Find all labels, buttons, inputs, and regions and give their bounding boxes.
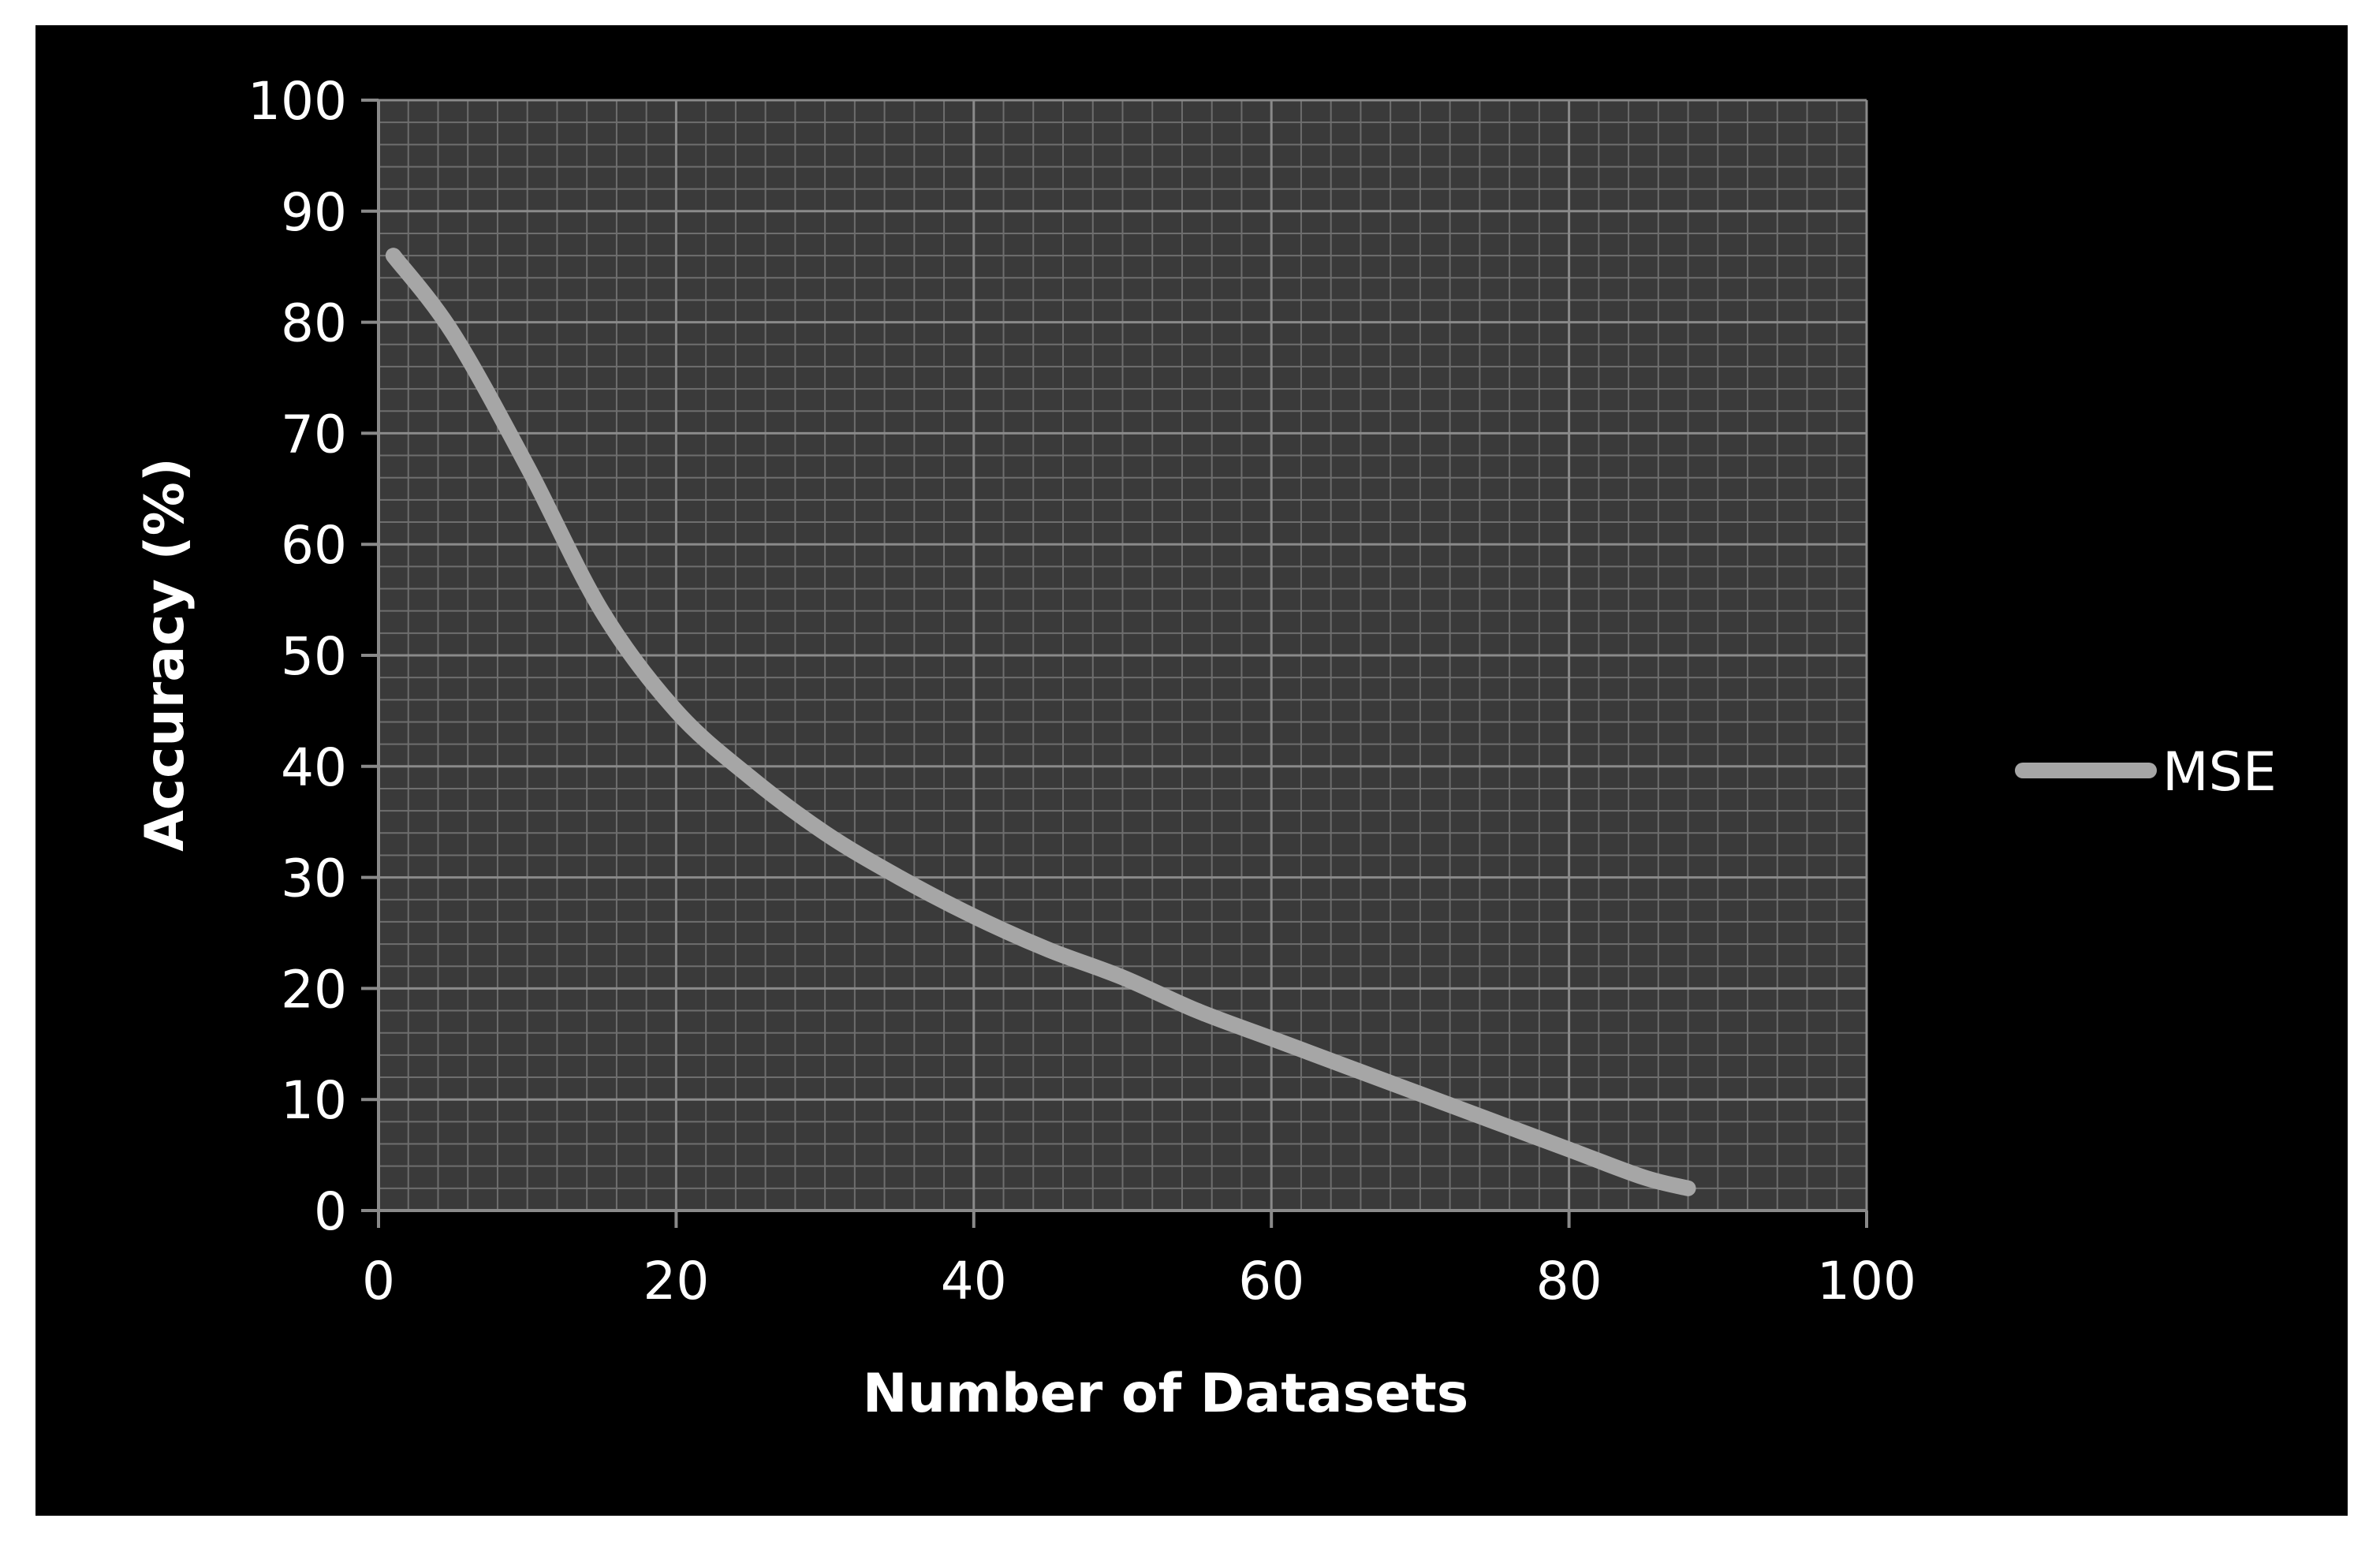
legend: MSE [2015,741,2277,804]
y-tick-label: 10 [281,1070,347,1131]
y-tick-label: 50 [281,626,347,687]
x-tick-label: 80 [1536,1251,1602,1311]
y-tick-label: 80 [281,293,347,354]
series-lines [385,248,1696,1196]
x-tick-label: 100 [1817,1251,1916,1311]
x-tick-label: 20 [643,1251,709,1311]
axes [361,99,1868,1228]
x-tick-label: 40 [941,1251,1007,1311]
y-axis-title: Accuracy (%) [134,457,196,852]
y-tick-label: 0 [314,1181,347,1242]
y-tick-label: 40 [281,737,347,798]
y-tick-label: 70 [281,404,347,464]
x-axis-title: Number of Datasets [863,1363,1468,1425]
y-tick-label: 30 [281,849,347,909]
gridlines [377,99,1868,1212]
y-tick-label: 90 [281,182,347,243]
tick-labels: 0 10 20 30 40 50 60 70 80 90 100 0 20 40 60 80 100 [248,71,1916,1311]
y-tick-label: 100 [248,71,347,132]
x-tick-label: 60 [1238,1251,1304,1311]
x-tick-label: 0 [362,1251,395,1311]
legend-label-mse: MSE [2162,741,2277,804]
series-line-mse [385,248,1696,1196]
y-tick-label: 60 [281,515,347,576]
y-tick-label: 20 [281,959,347,1020]
